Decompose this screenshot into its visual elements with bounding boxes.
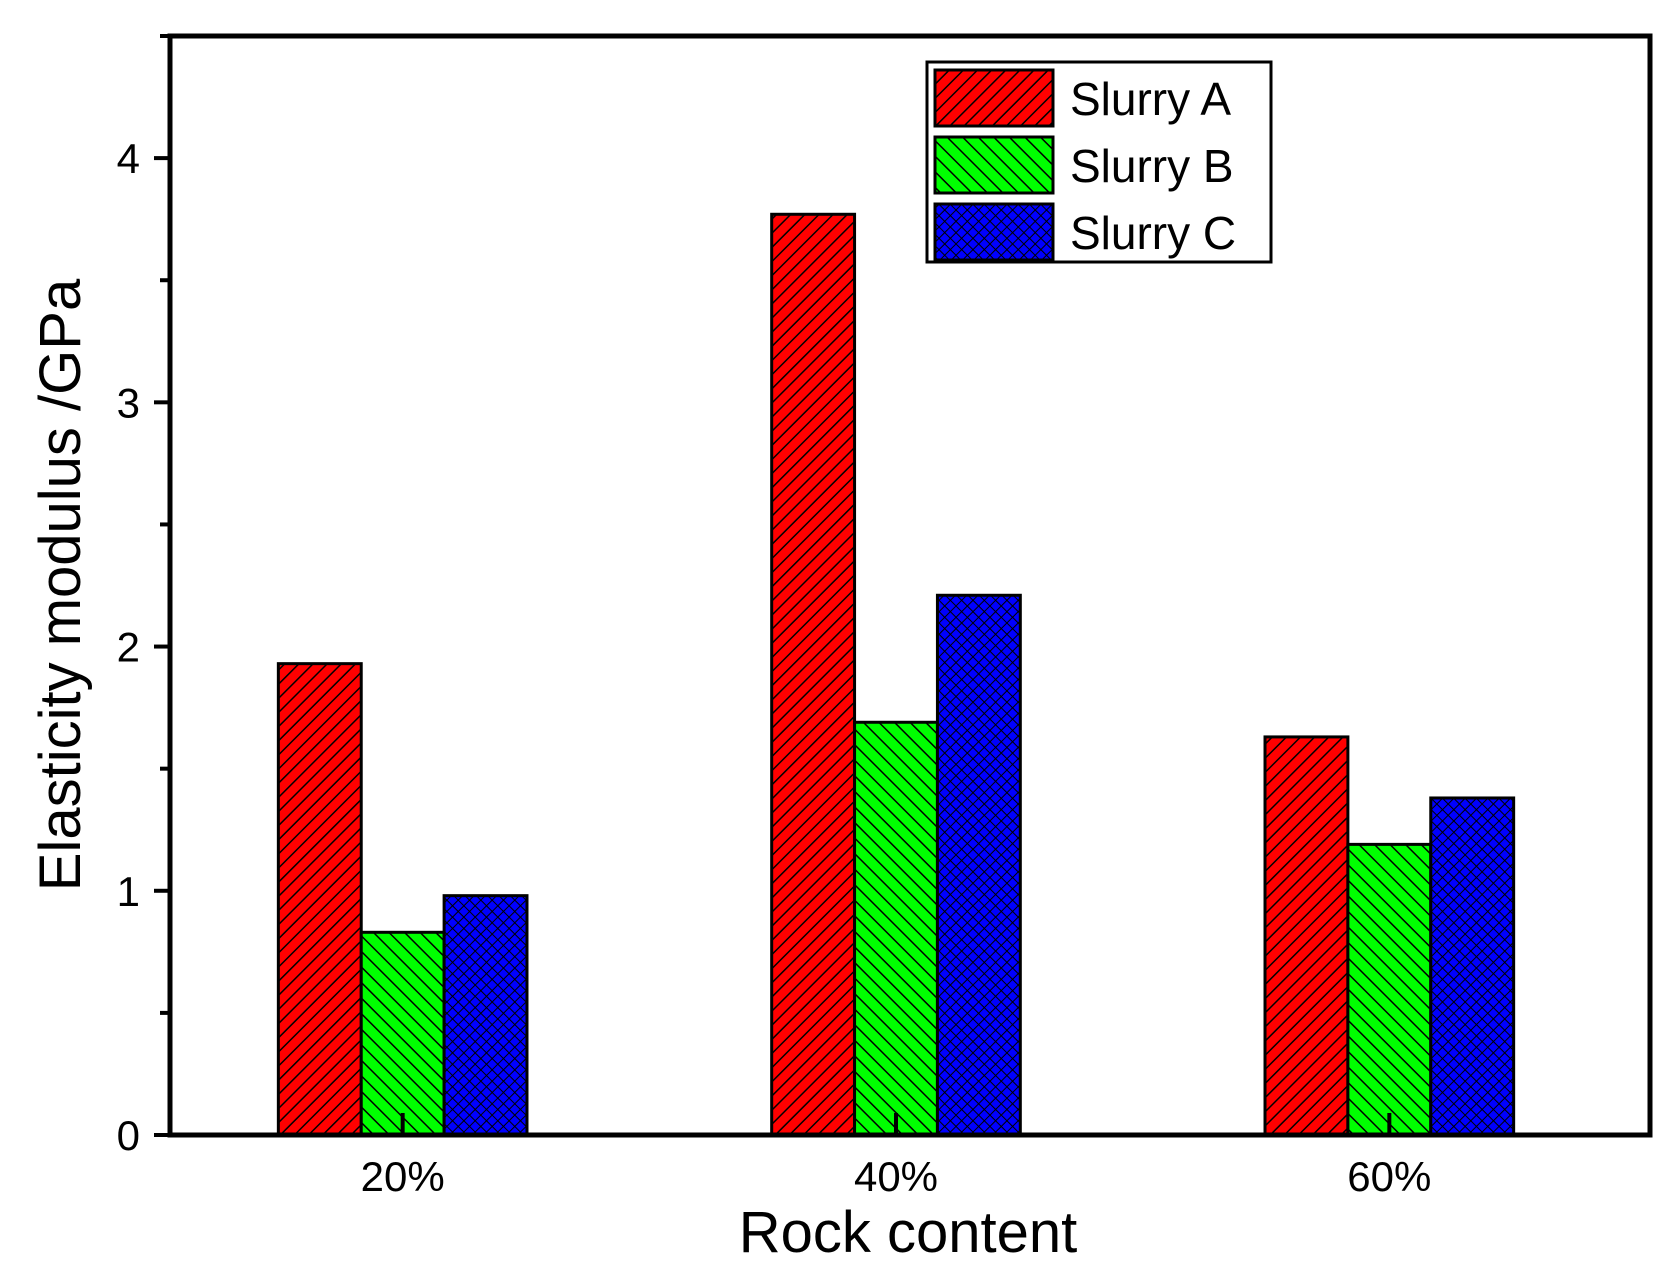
- y-tick-label: 2: [117, 624, 140, 671]
- bar-slurry-c-40pct: [935, 593, 1022, 1137]
- x-axis-title: Rock content: [739, 1200, 1078, 1265]
- bar-slurry-a-40pct: [770, 212, 857, 1137]
- x-tick-label: 40%: [854, 1153, 938, 1200]
- legend-swatch-slurry-b: [933, 135, 1055, 195]
- legend: Slurry A Slurry B Slurry C: [925, 60, 1273, 264]
- y-tick-label: 3: [117, 379, 140, 426]
- legend-swatch-slurry-c: [933, 202, 1055, 262]
- bar-slurry-c-20pct: [442, 894, 529, 1137]
- bar-slurry-b-60pct: [1346, 842, 1433, 1137]
- legend-swatch-slurry-a: [933, 68, 1055, 128]
- bar-slurry-a-60pct: [1263, 735, 1350, 1137]
- bar-slurry-a-20pct: [276, 662, 363, 1137]
- y-tick-label: 4: [117, 135, 140, 182]
- x-tick-label: 60%: [1347, 1153, 1431, 1200]
- legend-label: Slurry B: [1070, 140, 1234, 192]
- ticks-group: 20% 40% 60% 0 1 2 3 4: [117, 34, 1431, 1200]
- x-tick-label: 20%: [361, 1153, 445, 1200]
- plot-frame: [167, 33, 1653, 1138]
- legend-label: Slurry A: [1070, 73, 1231, 125]
- bars-group: [276, 212, 1516, 1137]
- bar-slurry-b-40pct: [853, 720, 939, 1137]
- legend-label: Slurry C: [1070, 207, 1236, 259]
- y-tick-label: 0: [117, 1112, 140, 1159]
- bar-slurry-b-20pct: [359, 930, 446, 1137]
- bar-slurry-c-60pct: [1429, 796, 1516, 1137]
- y-tick-label: 1: [117, 868, 140, 915]
- y-axis-title: Elasticity modulus /GPa: [28, 278, 93, 891]
